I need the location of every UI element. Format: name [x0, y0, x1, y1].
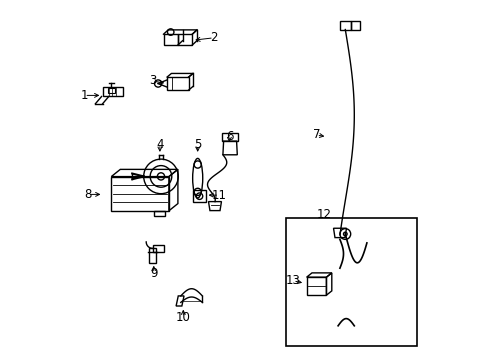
Text: 9: 9 [150, 267, 157, 280]
Text: 8: 8 [84, 188, 91, 201]
Text: 11: 11 [211, 189, 226, 202]
Bar [285, 218, 416, 346]
Text: 5: 5 [194, 138, 201, 151]
Text: 7: 7 [312, 129, 320, 141]
Text: 13: 13 [285, 274, 300, 287]
Text: 12: 12 [316, 208, 330, 221]
Text: 10: 10 [176, 311, 190, 324]
Text: 4: 4 [156, 138, 163, 150]
Text: 1: 1 [81, 89, 88, 102]
Text: 6: 6 [225, 130, 233, 143]
Text: 3: 3 [149, 75, 156, 87]
Text: 2: 2 [210, 31, 217, 44]
